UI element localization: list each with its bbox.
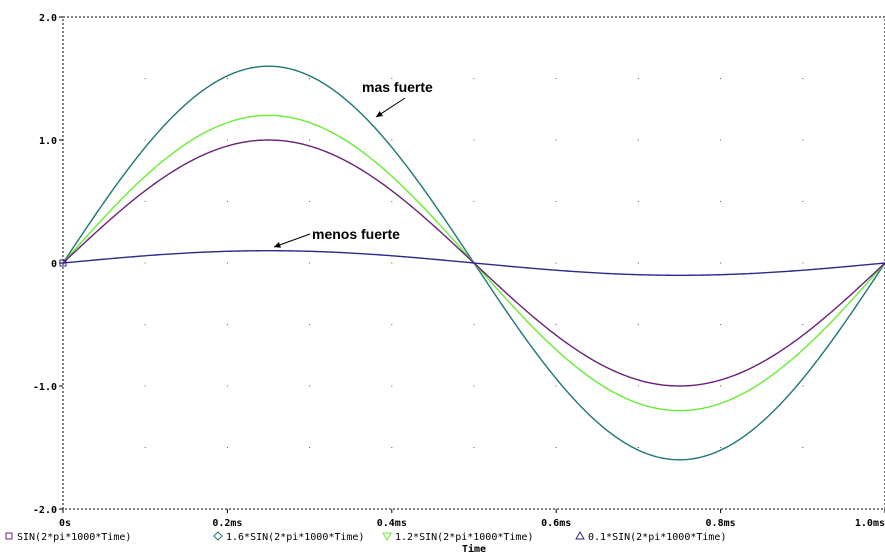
grid-dot — [555, 447, 557, 448]
grid-dot — [226, 447, 228, 448]
grid-dot — [473, 139, 475, 141]
series-lines — [59, 65, 885, 461]
y-tick-label: 2.0 — [39, 13, 57, 24]
grid-dot — [391, 262, 393, 264]
y-tick-label: 1.0 — [39, 136, 57, 147]
grid-dot — [309, 201, 311, 202]
legend-entry: 1.2*SIN(2*pi*1000*Time) — [395, 532, 533, 543]
grid-dot — [637, 262, 639, 264]
grid-dot — [226, 385, 228, 387]
grid-dot — [555, 385, 557, 387]
grid-dot — [637, 324, 639, 325]
grid-dot — [720, 385, 722, 387]
grid-dot — [309, 262, 311, 264]
grid-dot — [144, 262, 146, 264]
grid-dot — [144, 139, 146, 141]
grid-dot — [391, 385, 393, 387]
y-tick-label: 0 — [51, 259, 57, 270]
grid-dot — [473, 385, 475, 387]
grid-dot — [802, 385, 804, 387]
grid-dot — [226, 201, 228, 202]
x-tick-label: 1.0ms — [855, 518, 885, 529]
grid-dot — [802, 78, 804, 79]
grid-dot — [802, 201, 804, 202]
y-tick-label: -2.0 — [33, 505, 57, 516]
grid-dot — [720, 78, 722, 79]
grid-dot — [226, 262, 228, 264]
grid-dot — [473, 78, 475, 79]
grid-dot — [802, 139, 804, 141]
grid-dot — [309, 139, 311, 141]
x-tick-label: 0.2ms — [212, 518, 242, 529]
grid-dot — [144, 201, 146, 202]
grid-dot — [226, 324, 228, 325]
grid-dot — [720, 201, 722, 202]
grid-dot — [555, 201, 557, 202]
grid-dot — [637, 385, 639, 387]
grid-dot — [637, 447, 639, 448]
grid-dot — [309, 447, 311, 448]
x-tick-label: 0.8ms — [706, 518, 736, 529]
legend-entry: 1.6*SIN(2*pi*1000*Time) — [226, 532, 364, 543]
grid-dot — [637, 139, 639, 141]
grid-dot — [555, 324, 557, 325]
grid-dot — [309, 385, 311, 387]
grid-dot — [637, 78, 639, 79]
grid-dot — [720, 324, 722, 325]
annotations: mas fuerte menos fuerte — [273, 79, 433, 248]
grid-dot — [555, 262, 557, 264]
grid-dot — [720, 139, 722, 141]
legend: SIN(2*pi*1000*Time) 1.6*SIN(2*pi*1000*Tim… — [5, 530, 726, 543]
annotation-arrowhead — [376, 110, 383, 117]
grid-dot — [391, 139, 393, 141]
x-axis-label: Time — [462, 543, 486, 554]
series-start-marker — [59, 259, 67, 267]
grid-dot — [391, 201, 393, 202]
x-tick-label: 0.4ms — [377, 518, 407, 529]
grid-dot — [309, 324, 311, 325]
grid-dot — [144, 447, 146, 448]
series-line-3 — [62, 250, 885, 276]
grid-dot — [802, 447, 804, 448]
grid-dot — [720, 447, 722, 448]
x-tick-label: 0.6ms — [541, 518, 571, 529]
grid-dot — [144, 385, 146, 387]
grid-dot — [226, 139, 228, 141]
grid-dot — [391, 447, 393, 448]
annotation-label: mas fuerte — [362, 79, 433, 95]
grid-dot — [555, 78, 557, 79]
grid-dot — [226, 78, 228, 79]
grid-dot — [144, 78, 146, 79]
grid-dot — [802, 262, 804, 264]
annotation-arrow — [273, 233, 311, 248]
axes: 2.0 1.0 0 -1.0 -2.00s 0.2ms 0.4ms 0.6ms 0.8ms 1.0… — [33, 13, 885, 529]
legend-marker-triangle-up — [575, 530, 585, 540]
grid-dot — [391, 78, 393, 79]
legend-marker-square — [5, 532, 13, 540]
grid-dot — [309, 78, 311, 79]
annotation-label: menos fuerte — [312, 226, 400, 242]
y-tick-label: -1.0 — [33, 382, 57, 393]
grid-dot — [637, 201, 639, 202]
legend-marker-diamond — [213, 531, 223, 541]
x-tick-label: 0s — [59, 518, 71, 529]
grid-dot — [720, 262, 722, 264]
legend-entry: 0.1*SIN(2*pi*1000*Time) — [588, 532, 726, 543]
grid-dot — [391, 324, 393, 325]
grid-dot — [555, 139, 557, 141]
grid-dot — [802, 324, 804, 325]
grid-dot — [473, 324, 475, 325]
legend-entry: SIN(2*pi*1000*Time) — [17, 532, 131, 543]
grid-dot — [144, 324, 146, 325]
legend-marker-triangle-down — [382, 532, 392, 542]
grid-dot — [473, 447, 475, 448]
grid-dot — [473, 201, 475, 202]
annotation-arrowhead — [274, 241, 281, 248]
